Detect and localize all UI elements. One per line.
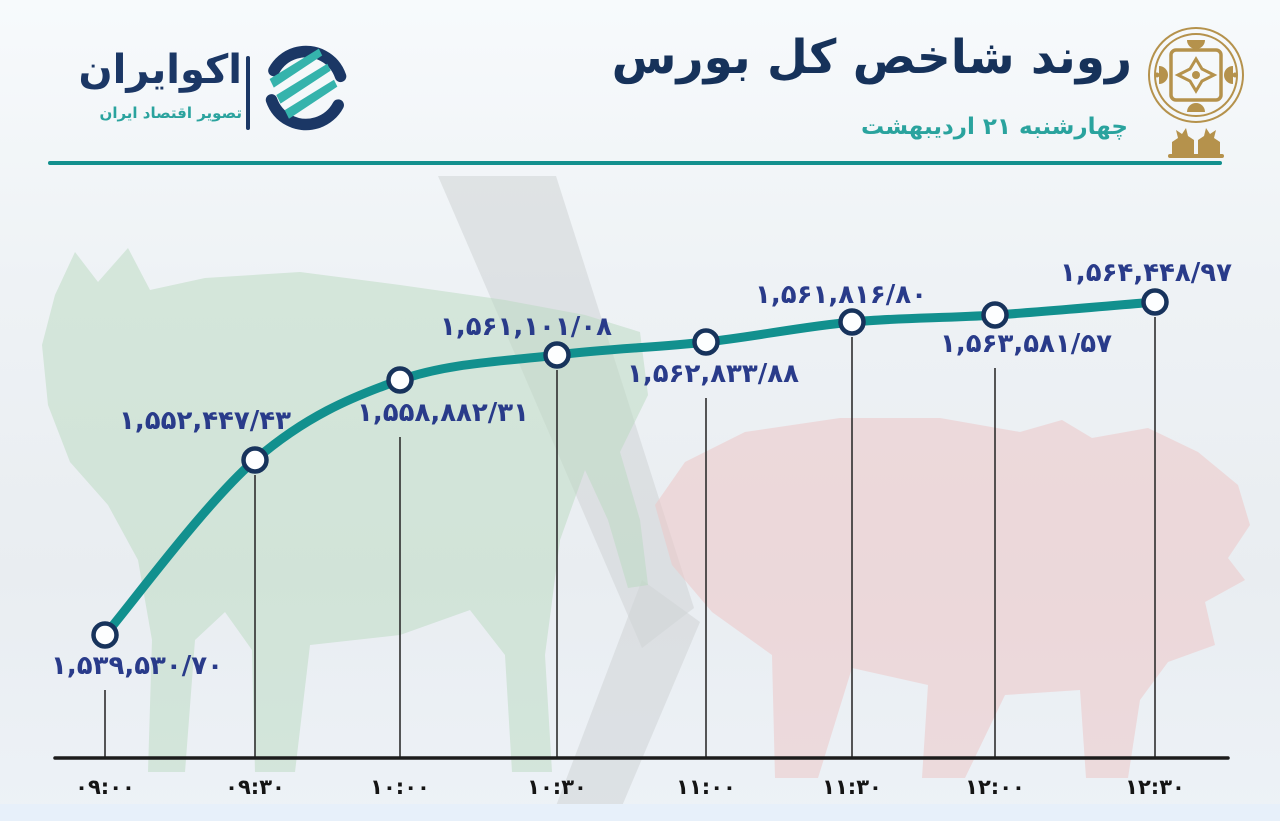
x-axis-tick-label: ۰۹:۳۰ [225, 775, 285, 799]
data-point-marker [241, 446, 269, 474]
bottom-band [0, 804, 1280, 821]
value-label: ۱,۵۶۲,۸۳۳/۸۸ [626, 359, 800, 389]
brand-tagline: تصویر اقتصاد ایران [99, 104, 242, 122]
brand-divider [246, 56, 250, 130]
x-axis-tick-label: ۱۰:۳۰ [527, 775, 587, 799]
x-axis-tick-label: ۱۲:۰۰ [965, 775, 1025, 799]
value-label: ۱,۵۳۹,۵۳۰/۷۰ [50, 651, 224, 681]
x-axis-tick-label: ۰۹:۰۰ [75, 775, 135, 799]
brand-name: اکوایران [78, 47, 242, 93]
value-label: ۱,۵۶۳,۵۸۱/۵۷ [939, 329, 1113, 359]
x-axis-tick-label: ۱۱:۳۰ [822, 775, 882, 799]
page-date: چهارشنبه ۲۱ اردیبهشت [861, 114, 1128, 140]
page-title: روند شاخص کل بورس [611, 30, 1132, 85]
data-point-marker [91, 621, 119, 649]
data-point-marker [386, 366, 414, 394]
x-axis-tick-label: ۱۰:۰۰ [370, 775, 430, 799]
value-label: ۱,۵۵۲,۴۴۷/۴۳ [118, 406, 292, 436]
x-axis-tick-label: ۱۱:۰۰ [676, 775, 736, 799]
tse-logo-icon [1148, 27, 1244, 158]
data-point-marker [981, 301, 1009, 329]
data-point-marker [1141, 288, 1169, 316]
value-label: ۱,۵۶۱,۸۱۶/۸۰ [754, 280, 928, 310]
header-divider [48, 161, 1222, 165]
data-point-marker [543, 341, 571, 369]
ecoiran-logo-icon [263, 45, 349, 131]
data-point-marker [838, 308, 866, 336]
x-axis-tick-label: ۱۲:۳۰ [1125, 775, 1185, 799]
data-point-marker [692, 328, 720, 356]
value-label: ۱,۵۵۸,۸۸۲/۳۱ [356, 398, 530, 428]
value-label: ۱,۵۶۴,۴۴۸/۹۷ [1059, 258, 1233, 288]
value-label: ۱,۵۶۱,۱۰۱/۰۸ [439, 312, 613, 342]
